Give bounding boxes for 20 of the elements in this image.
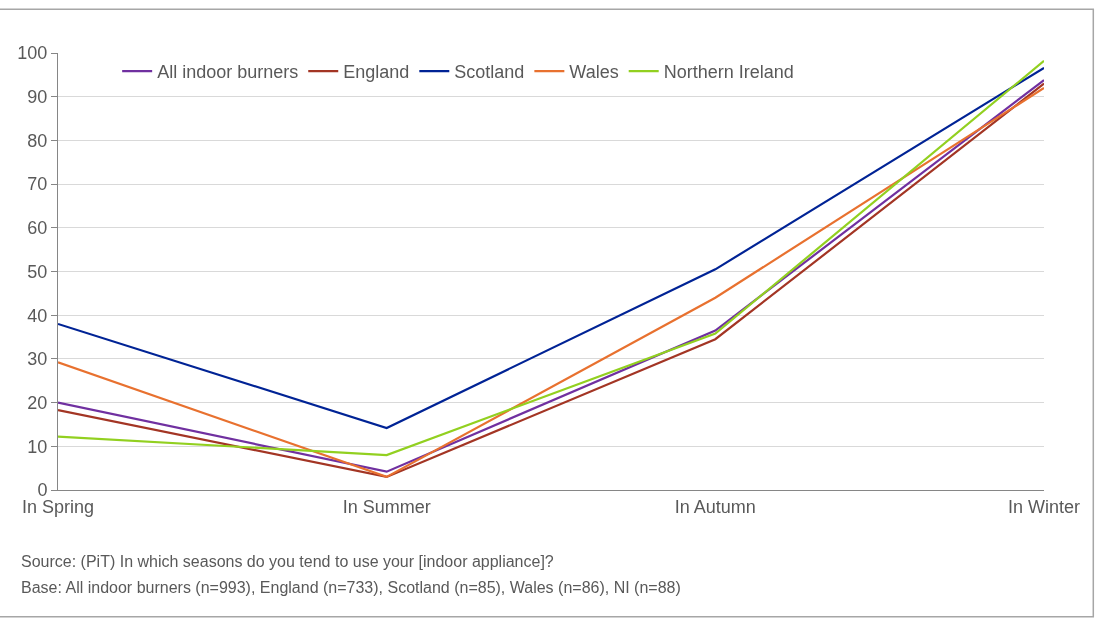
y-tick-label: 40 (27, 305, 48, 326)
y-tick-label: 90 (27, 87, 48, 107)
legend-label: All indoor burners (157, 62, 299, 83)
y-tick-label: 70 (27, 174, 48, 195)
legend-label: Wales (569, 62, 619, 83)
legend-label: England (343, 62, 410, 83)
y-tick-label: 60 (27, 218, 48, 239)
x-tick-label: In Autumn (674, 496, 756, 517)
x-tick-label: In Winter (1007, 496, 1081, 517)
x-tick-label: In Summer (342, 496, 431, 517)
y-tick-label: 30 (27, 349, 48, 370)
y-tick-label: 50 (27, 261, 48, 282)
legend-label: Scotland (454, 62, 525, 83)
y-tick-label: 10 (27, 436, 48, 457)
source-note: Source: (PiT) In which seasons do you tend to use your [indoor appliance]? (21, 553, 554, 570)
legend-label: Northern Ireland (663, 62, 794, 83)
y-tick-label: 20 (27, 392, 48, 413)
y-tick-label: 100 (17, 43, 48, 64)
text: Base: All indoor burners (n=993), England (n=733), Scotland (n=85), Wales (n=86), NI (n=88) (21, 579, 681, 596)
y-tick-label: 80 (27, 130, 48, 151)
